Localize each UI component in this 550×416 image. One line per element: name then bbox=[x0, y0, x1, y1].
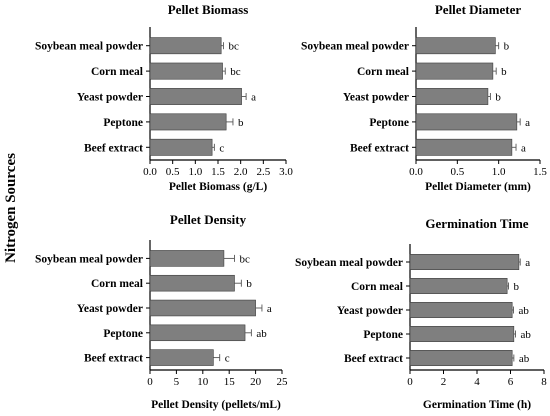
category-label: Yeast powder bbox=[77, 303, 143, 315]
bar bbox=[415, 37, 496, 55]
x-tick-label: 2.0 bbox=[234, 166, 248, 178]
bar bbox=[415, 138, 513, 156]
bar bbox=[149, 274, 235, 292]
category-label: Corn meal bbox=[357, 66, 409, 78]
significance-letter: a bbox=[267, 303, 272, 315]
x-tick-label: 0.0 bbox=[409, 166, 423, 178]
bar bbox=[149, 250, 225, 267]
bar bbox=[149, 349, 214, 366]
bar bbox=[149, 299, 256, 317]
significance-letter: b bbox=[495, 92, 501, 104]
significance-letter: b bbox=[246, 278, 252, 290]
bar bbox=[149, 138, 213, 156]
chart-title: Pellet Density bbox=[170, 212, 247, 227]
category-label: Corn meal bbox=[351, 281, 403, 293]
significance-letter: a bbox=[251, 92, 256, 104]
significance-letter: ab bbox=[521, 329, 532, 341]
x-tick-label: 0.5 bbox=[166, 166, 180, 178]
category-label: Peptone bbox=[369, 117, 409, 129]
significance-letter: a bbox=[521, 142, 526, 154]
category-label: Corn meal bbox=[91, 66, 143, 78]
x-tick-label: 2.5 bbox=[256, 166, 270, 178]
bar bbox=[149, 62, 223, 80]
category-label: Soybean meal powder bbox=[295, 257, 403, 269]
x-tick-label: 6 bbox=[508, 376, 514, 388]
x-tick-label: 8 bbox=[541, 376, 547, 388]
significance-letter: a bbox=[525, 117, 530, 129]
bar bbox=[149, 37, 222, 55]
x-tick-label: 2 bbox=[441, 376, 447, 388]
x-axis-label: Pellet Density (pellets/mL) bbox=[151, 399, 281, 411]
x-tick-label: 0.5 bbox=[450, 166, 464, 178]
category-label: Corn meal bbox=[91, 278, 143, 290]
category-label: Beef extract bbox=[84, 142, 143, 154]
germination-time-panel: Germination Time Soybean meal powder a Corn… bbox=[295, 216, 547, 411]
x-tick-label: 3.0 bbox=[279, 166, 293, 178]
category-label: Yeast powder bbox=[337, 305, 403, 317]
category-label: Beef extract bbox=[344, 353, 403, 365]
x-axis-label: Germination Time (h) bbox=[423, 399, 531, 411]
category-label: Beef extract bbox=[350, 142, 409, 154]
chart-title: Pellet Diameter bbox=[435, 2, 521, 17]
significance-letter: b bbox=[513, 281, 519, 293]
significance-letter: c bbox=[219, 142, 224, 154]
bar bbox=[415, 88, 489, 105]
significance-letter: bc bbox=[239, 253, 250, 265]
x-tick-label: 0.0 bbox=[143, 166, 157, 178]
x-tick-label: 1.0 bbox=[188, 166, 202, 178]
x-tick-label: 25 bbox=[277, 376, 289, 388]
bar bbox=[409, 254, 520, 270]
x-tick-label: 1.5 bbox=[533, 166, 547, 178]
category-label: Soybean meal powder bbox=[301, 41, 409, 53]
significance-letter: a bbox=[525, 257, 530, 269]
category-label: Yeast powder bbox=[77, 92, 143, 104]
category-label: Peptone bbox=[103, 117, 143, 129]
significance-letter: c bbox=[225, 353, 230, 365]
significance-letter: ab bbox=[519, 305, 530, 317]
bar bbox=[149, 88, 242, 105]
x-tick-label: 4 bbox=[474, 376, 480, 388]
x-tick-label: 20 bbox=[250, 376, 262, 388]
significance-letter: ab bbox=[519, 353, 530, 365]
category-label: Soybean meal powder bbox=[35, 41, 143, 53]
chart-title: Pellet Biomass bbox=[168, 2, 249, 17]
x-tick-label: 5 bbox=[174, 376, 180, 388]
bar bbox=[409, 278, 508, 294]
significance-letter: b bbox=[504, 41, 510, 53]
x-axis-label: Pellet Diameter (mm) bbox=[425, 181, 531, 193]
category-label: Peptone bbox=[103, 328, 143, 340]
x-axis-label: Pellet Biomass (g/L) bbox=[169, 181, 268, 193]
x-tick-label: 1.5 bbox=[211, 166, 225, 178]
category-label: Beef extract bbox=[84, 353, 143, 365]
x-tick-label: 1.0 bbox=[492, 166, 506, 178]
category-label: Peptone bbox=[363, 329, 403, 341]
bar bbox=[409, 302, 513, 318]
bar bbox=[409, 326, 515, 342]
bar bbox=[149, 113, 227, 131]
x-tick-label: 15 bbox=[224, 376, 236, 388]
pellet-diameter-panel: Pellet Diameter Soybean meal powder b Corn … bbox=[301, 2, 547, 193]
bar bbox=[409, 350, 513, 366]
category-label: Soybean meal powder bbox=[35, 253, 143, 265]
x-tick-label: 0 bbox=[407, 376, 413, 388]
significance-letter: bc bbox=[230, 66, 241, 78]
x-tick-label: 0 bbox=[147, 376, 153, 388]
significance-letter: b bbox=[238, 117, 244, 129]
bar bbox=[149, 324, 246, 342]
x-tick-label: 10 bbox=[197, 376, 209, 388]
significance-letter: b bbox=[501, 66, 507, 78]
bar bbox=[415, 113, 518, 131]
category-label: Yeast powder bbox=[343, 92, 409, 104]
chart-title: Germination Time bbox=[425, 216, 528, 231]
significance-letter: bc bbox=[228, 41, 239, 53]
significance-letter: ab bbox=[256, 328, 267, 340]
bar bbox=[415, 62, 494, 80]
figure-y-axis-label: Nitrogen Sources bbox=[3, 153, 19, 263]
